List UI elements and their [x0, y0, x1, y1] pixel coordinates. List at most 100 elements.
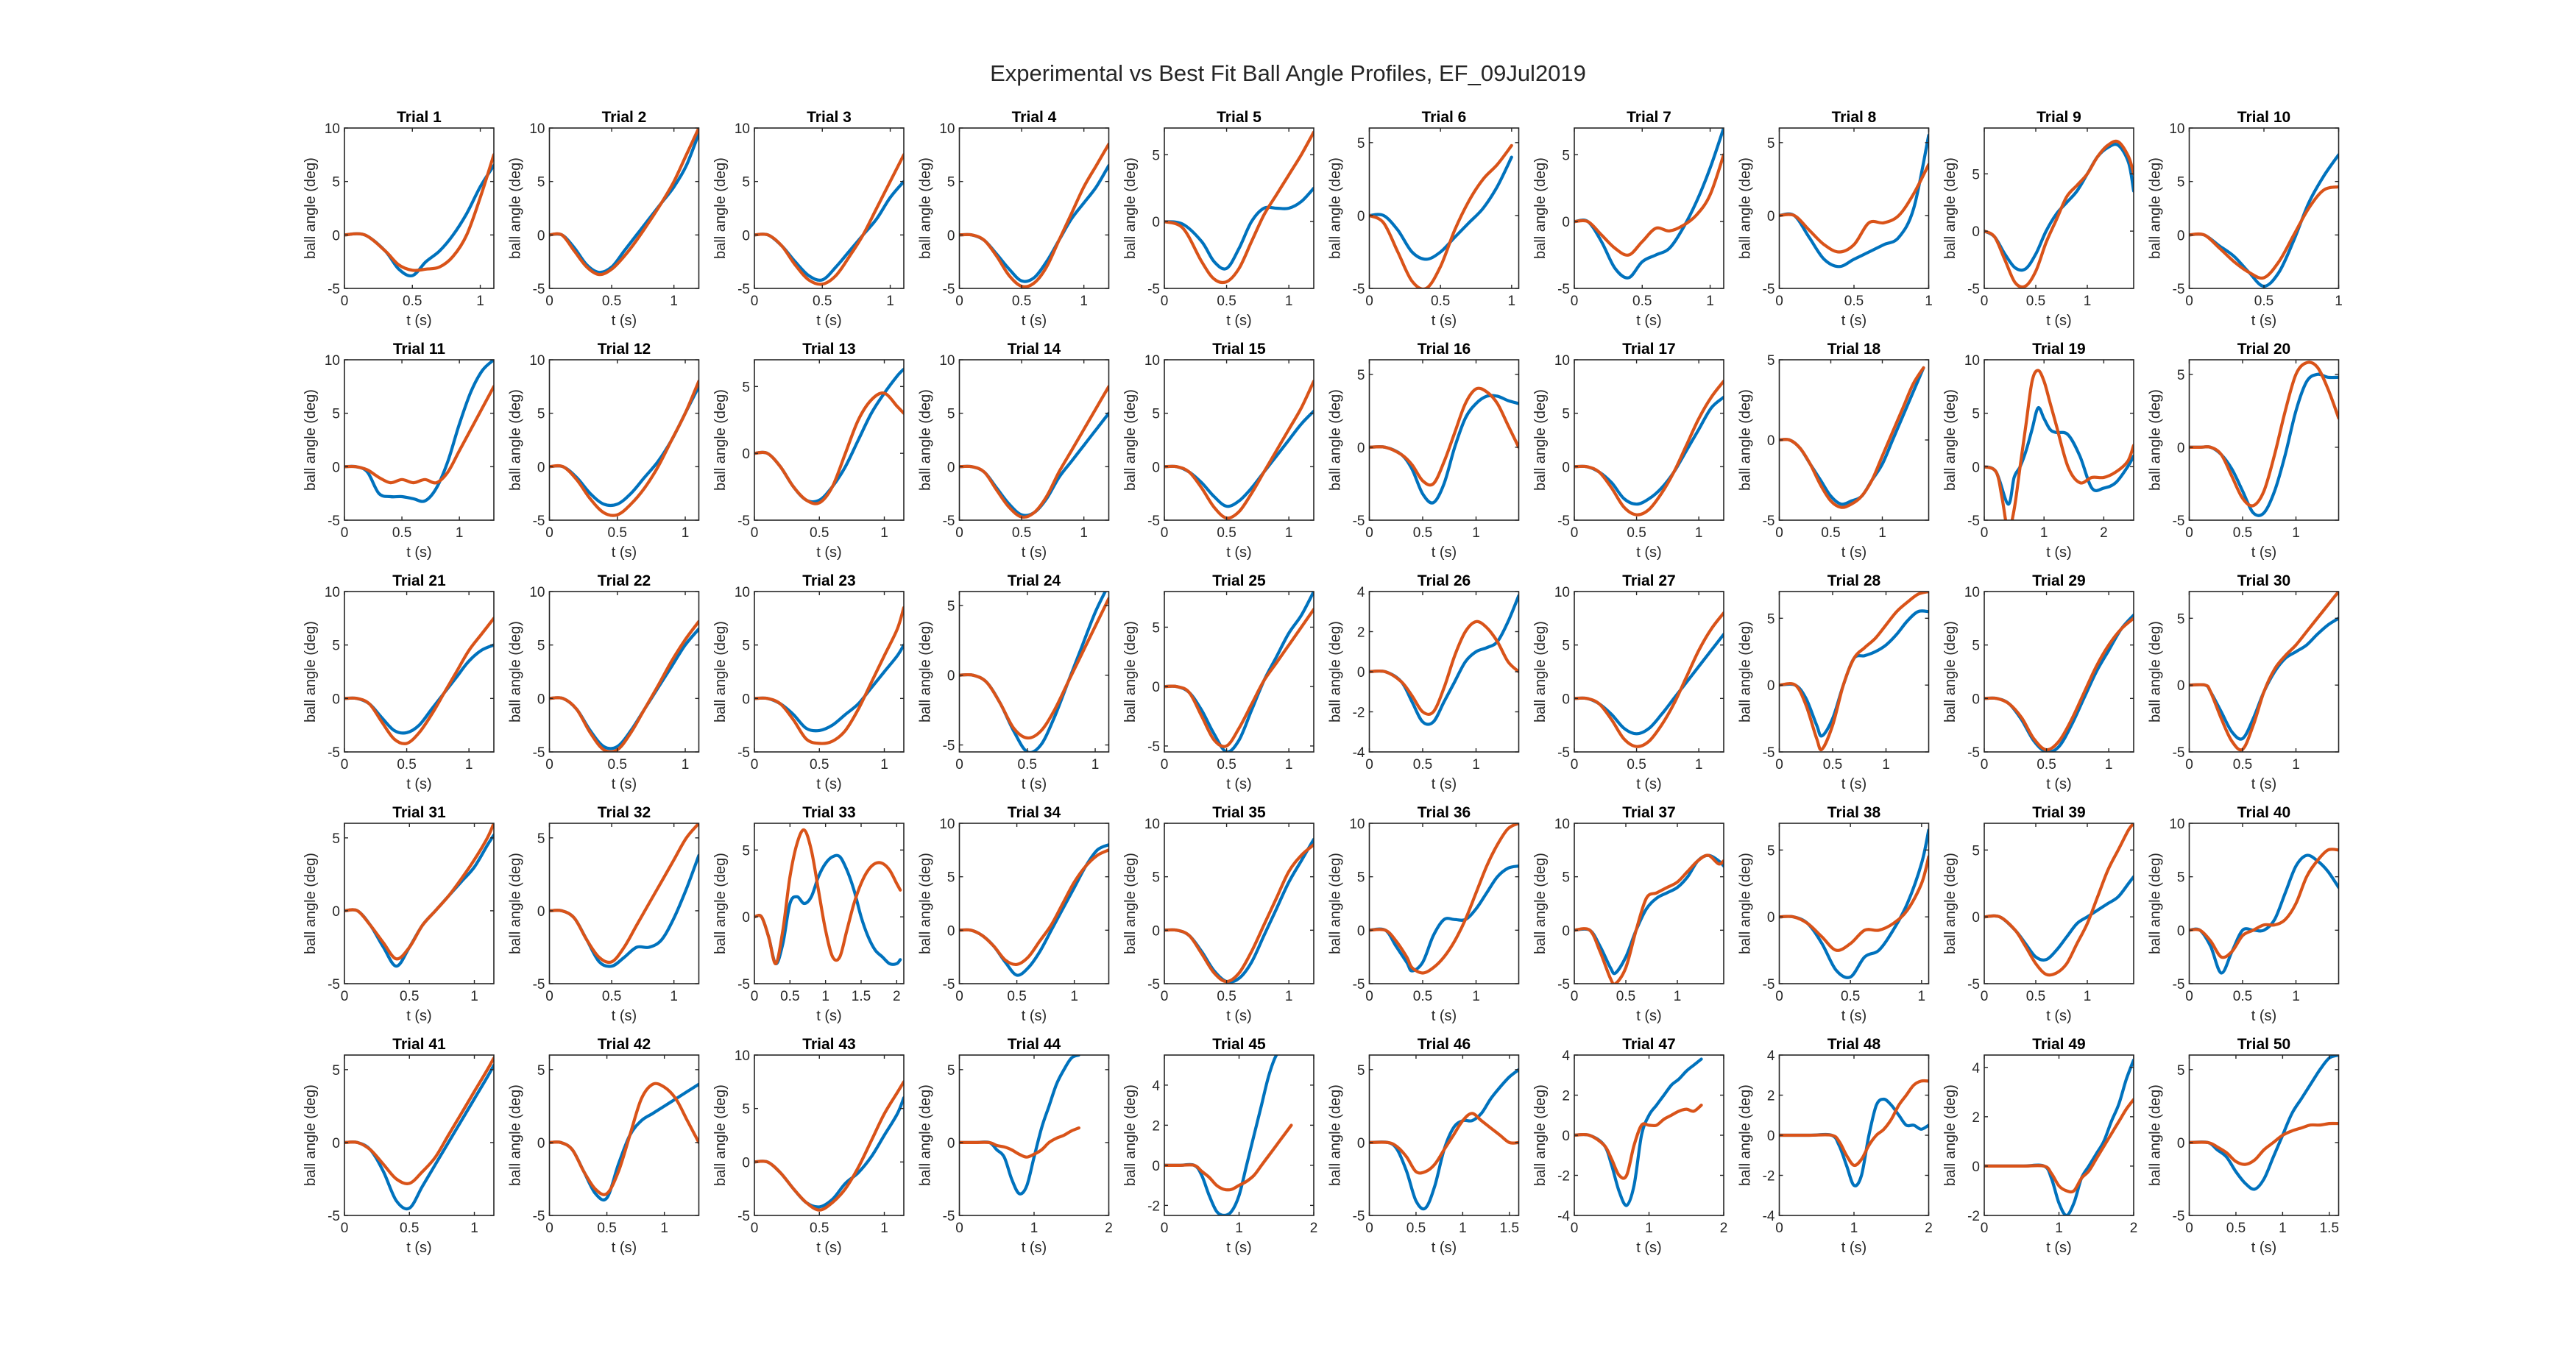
- best-fit-line: [1164, 130, 1314, 285]
- experimental-line: [754, 853, 902, 966]
- x-axis-label: t (s): [406, 313, 431, 329]
- y-axis-label: ball angle (deg): [1532, 853, 1549, 954]
- axes-box: [958, 359, 1110, 521]
- x-tick-label: 0.5: [2037, 757, 2056, 773]
- y-tick-label: 10: [1964, 585, 1980, 600]
- y-tick-label: 0: [1357, 1136, 1365, 1151]
- y-tick-label: 0: [1152, 215, 1160, 230]
- y-tick-label: 0: [2177, 441, 2185, 456]
- y-tick-label: -5: [533, 282, 545, 297]
- x-tick-label: 0.5: [1217, 757, 1236, 773]
- y-tick-label: 0: [2177, 678, 2185, 694]
- axes-box: [1368, 1054, 1520, 1216]
- x-tick-label: 1: [476, 294, 484, 309]
- y-tick-label: 0: [1357, 441, 1365, 456]
- y-axis-label: ball angle (deg): [1532, 1084, 1549, 1186]
- x-tick-label: 0: [955, 1221, 963, 1236]
- y-tick-label: 0: [1562, 215, 1570, 230]
- subplot-title: Trial 9: [2037, 109, 2081, 126]
- x-axis-label: t (s): [2046, 313, 2071, 329]
- experimental-line: [1779, 609, 1929, 738]
- experimental-line: [1369, 1068, 1519, 1211]
- x-tick-label: 1: [2055, 1221, 2063, 1236]
- y-tick-label: -5: [328, 977, 340, 993]
- x-axis-label: t (s): [1636, 313, 1661, 329]
- y-tick-label: 0: [537, 692, 545, 707]
- subplot-title: Trial 47: [1622, 1036, 1675, 1053]
- y-axis-label: ball angle (deg): [918, 157, 934, 259]
- best-fit-line: [344, 823, 494, 961]
- y-axis-label: ball angle (deg): [1122, 853, 1139, 954]
- axes-box: [548, 127, 700, 289]
- x-axis-label: t (s): [1022, 544, 1047, 561]
- y-tick-label: -5: [328, 1209, 340, 1224]
- experimental-line: [1164, 837, 1314, 984]
- y-axis-label: ball angle (deg): [1738, 1084, 1754, 1186]
- y-tick-label: -2: [1353, 706, 1365, 721]
- y-tick-label: 0: [742, 1155, 750, 1171]
- y-tick-label: 0: [2177, 1136, 2185, 1151]
- y-tick-label: -5: [533, 745, 545, 761]
- y-axis-label: ball angle (deg): [1942, 1084, 1958, 1186]
- subplot-title: Trial 29: [2032, 572, 2085, 589]
- subplot-title: Trial 40: [2237, 804, 2290, 821]
- y-axis-label: ball angle (deg): [2148, 1084, 2164, 1186]
- x-axis-label: t (s): [1636, 776, 1661, 792]
- best-fit-line: [959, 385, 1109, 519]
- subplot-title: Trial 2: [602, 109, 647, 126]
- subplot-title: Trial 8: [1832, 109, 1877, 126]
- y-tick-label: 5: [2177, 611, 2185, 627]
- x-tick-label: 1: [1645, 1221, 1653, 1236]
- y-tick-label: -5: [328, 745, 340, 761]
- best-fit-line: [2189, 1121, 2339, 1166]
- axes-box: [2188, 127, 2340, 289]
- y-tick-label: 5: [1972, 407, 1980, 422]
- x-tick-label: 0.5: [392, 525, 411, 541]
- y-tick-label: -5: [737, 1209, 750, 1224]
- x-tick-label: 0: [1365, 525, 1373, 541]
- x-axis-label: t (s): [1636, 1240, 1661, 1256]
- y-tick-label: -5: [1353, 1209, 1365, 1224]
- axes-box: [958, 127, 1110, 289]
- subplot-title: Trial 36: [1418, 804, 1471, 821]
- x-tick-label: 0: [1981, 525, 1989, 541]
- y-tick-label: 5: [947, 407, 955, 422]
- subplot-title: Trial 12: [598, 341, 651, 358]
- best-fit-line: [549, 619, 699, 752]
- x-tick-label: 0: [1571, 757, 1579, 773]
- y-tick-label: 5: [332, 831, 340, 847]
- x-tick-label: 1: [1285, 757, 1293, 773]
- subplot-title: Trial 39: [2032, 804, 2085, 821]
- x-tick-label: 0: [1365, 989, 1373, 1004]
- x-tick-label: 0.5: [2233, 525, 2252, 541]
- x-axis-label: t (s): [1022, 1008, 1047, 1024]
- y-axis-label: ball angle (deg): [302, 853, 319, 954]
- axes-box: [1984, 591, 2134, 753]
- subplot-title: Trial 24: [1008, 572, 1061, 589]
- y-tick-label: 5: [1767, 611, 1775, 627]
- x-tick-label: 0.5: [2026, 989, 2045, 1004]
- y-tick-label: 5: [1152, 407, 1160, 422]
- y-tick-label: -5: [1967, 745, 1980, 761]
- best-fit-line: [1779, 855, 1929, 952]
- y-axis-label: ball angle (deg): [1738, 853, 1754, 954]
- x-tick-label: 1.5: [852, 989, 871, 1004]
- y-tick-label: 0: [1152, 1159, 1160, 1174]
- x-tick-label: 0: [1571, 1221, 1579, 1236]
- y-axis-label: ball angle (deg): [302, 157, 319, 259]
- y-tick-label: 0: [947, 923, 955, 939]
- subplot-title: Trial 19: [2032, 341, 2085, 358]
- subplot-title: Trial 30: [2237, 572, 2290, 589]
- axes-box: [1984, 823, 2134, 984]
- y-tick-label: 4: [1767, 1048, 1775, 1064]
- axes-box: [548, 823, 700, 984]
- x-tick-label: 0.5: [1018, 757, 1037, 773]
- y-tick-label: 2: [1357, 625, 1365, 641]
- y-tick-label: 5: [1767, 136, 1775, 152]
